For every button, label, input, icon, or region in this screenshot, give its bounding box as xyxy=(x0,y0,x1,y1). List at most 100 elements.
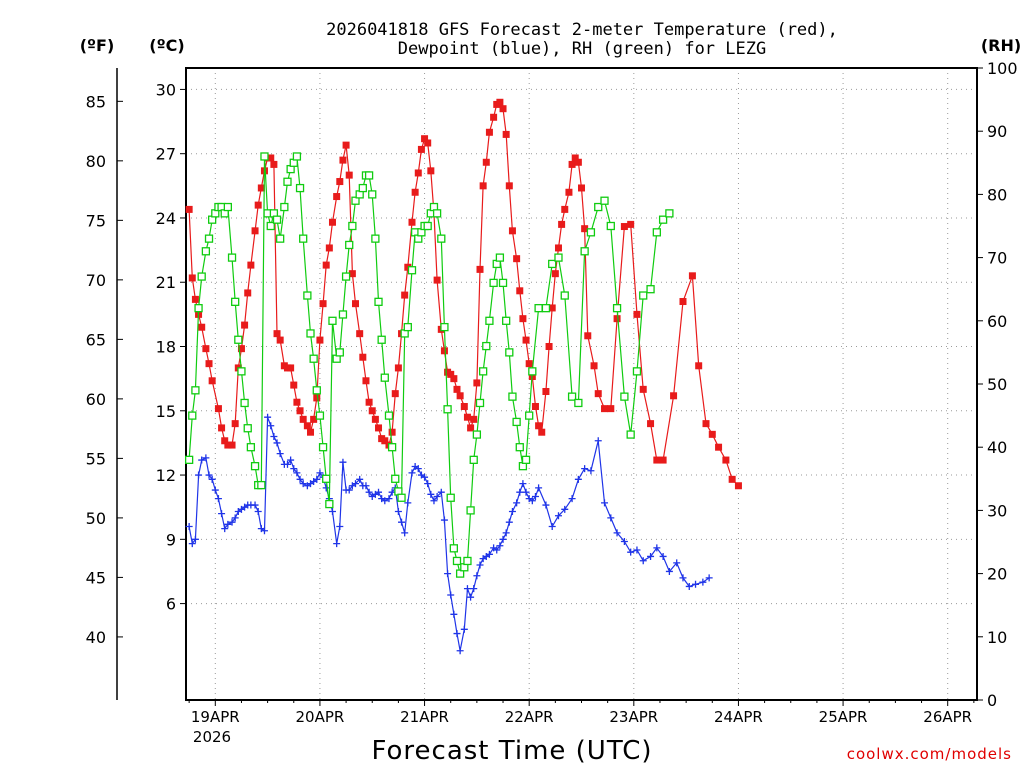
x-tick-label: 26APR xyxy=(923,708,972,726)
y-tick-label-c: 12 xyxy=(156,466,176,485)
temperature-point xyxy=(688,272,696,280)
y-tick-label-rh: 70 xyxy=(987,249,1007,268)
y-tick-label-f: 45 xyxy=(86,568,106,587)
dewpoint-point xyxy=(362,482,370,490)
series-rh xyxy=(184,152,674,578)
dewpoint-point xyxy=(421,473,429,481)
dewpoint-point xyxy=(692,580,700,588)
temperature-point xyxy=(411,188,419,196)
rh-point xyxy=(567,392,577,401)
dewpoint-point xyxy=(313,475,321,483)
dewpoint-point xyxy=(535,484,543,492)
rh-point xyxy=(387,443,397,452)
rh-point xyxy=(502,316,511,325)
dewpoint-point xyxy=(408,469,416,477)
temperature-point xyxy=(303,422,311,430)
rh-point xyxy=(223,202,233,212)
unit-label-celsius: (ºC) xyxy=(149,36,184,55)
y-tick-label-f: 50 xyxy=(86,509,106,528)
rh-point xyxy=(250,462,260,471)
dewpoint-point xyxy=(607,514,615,522)
rh-point xyxy=(377,335,386,344)
dewpoint-point xyxy=(433,492,441,500)
rh-point xyxy=(505,348,514,357)
rh-point xyxy=(397,493,406,502)
temperature-point xyxy=(558,220,566,228)
rh-point xyxy=(188,411,197,420)
y-tick-label-rh: 90 xyxy=(987,122,1007,141)
chart-title-line2: Dewpoint (blue), RH (green) for LEZG xyxy=(398,39,766,59)
rh-point xyxy=(246,443,256,452)
y-tick-label-c: 21 xyxy=(156,273,176,292)
temperature-point xyxy=(205,360,213,368)
rh-point xyxy=(341,272,351,281)
temperature-point xyxy=(267,154,275,162)
temperature-point xyxy=(310,415,318,423)
rh-point xyxy=(432,209,442,218)
y-tick-label-rh: 100 xyxy=(987,59,1018,78)
rh-point xyxy=(606,221,615,231)
temperature-point xyxy=(307,428,315,436)
temperature-point xyxy=(391,390,399,398)
temperature-point xyxy=(319,300,327,308)
temperature-point xyxy=(574,158,582,166)
temperature-point xyxy=(545,343,553,351)
rh-point xyxy=(658,215,668,224)
unit-label-fahrenheit: (ºF) xyxy=(80,36,115,55)
dewpoint-point xyxy=(333,540,341,548)
temperature-point xyxy=(568,160,576,168)
dewpoint-point xyxy=(485,550,493,558)
dewpoint-point xyxy=(493,546,501,554)
rh-point xyxy=(303,291,312,300)
rh-point xyxy=(440,322,449,332)
rh-point xyxy=(335,348,344,357)
temperature-point xyxy=(531,402,539,410)
dewpoint-point xyxy=(401,529,409,537)
temperature-point xyxy=(565,188,573,196)
y-tick-label-rh: 0 xyxy=(987,691,997,710)
dewpoint-point xyxy=(450,610,458,618)
dewpoint-point xyxy=(375,488,383,496)
temperature-point xyxy=(554,244,562,252)
rh-point xyxy=(528,367,537,376)
dewpoint-point xyxy=(505,518,513,526)
temperature-point xyxy=(368,407,376,415)
temperature-point xyxy=(247,261,255,269)
dewpoint-point xyxy=(568,495,576,503)
rh-point xyxy=(472,430,482,439)
temperature-point xyxy=(424,139,432,147)
dewpoint-point xyxy=(444,570,452,578)
temperature-point xyxy=(198,323,206,331)
temperature-point xyxy=(342,141,350,149)
rh-point xyxy=(299,234,308,243)
rh-point xyxy=(463,556,472,566)
y-tick-label-rh: 40 xyxy=(987,438,1007,457)
temperature-point xyxy=(352,300,359,308)
rh-point xyxy=(560,291,569,300)
rh-point xyxy=(612,304,622,313)
y-tick-label-f: 65 xyxy=(86,330,106,349)
dewpoint-point xyxy=(270,432,278,440)
dewpoint-point xyxy=(264,413,272,421)
temperature-point xyxy=(594,390,602,398)
temperature-point xyxy=(339,156,347,164)
dewpoint-point xyxy=(424,480,432,488)
dewpoint-point xyxy=(336,522,344,530)
rh-point xyxy=(351,196,360,205)
rh-point xyxy=(364,171,374,180)
x-tick-label: 19APR xyxy=(191,708,240,726)
rh-point xyxy=(345,240,354,250)
dewpoint-point xyxy=(659,552,667,560)
temperature-point xyxy=(679,298,687,306)
temperature-point xyxy=(221,437,229,445)
rh-point xyxy=(489,278,498,288)
temperature-point xyxy=(336,178,344,186)
dewpoint-point xyxy=(356,475,364,483)
rh-point xyxy=(586,228,596,237)
temperature-point xyxy=(188,274,196,282)
y-tick-label-f: 85 xyxy=(86,92,106,111)
dewpoint-point xyxy=(633,546,641,554)
dewpoint-point xyxy=(381,497,389,505)
temperature-point xyxy=(244,289,252,297)
rh-point xyxy=(204,234,214,243)
